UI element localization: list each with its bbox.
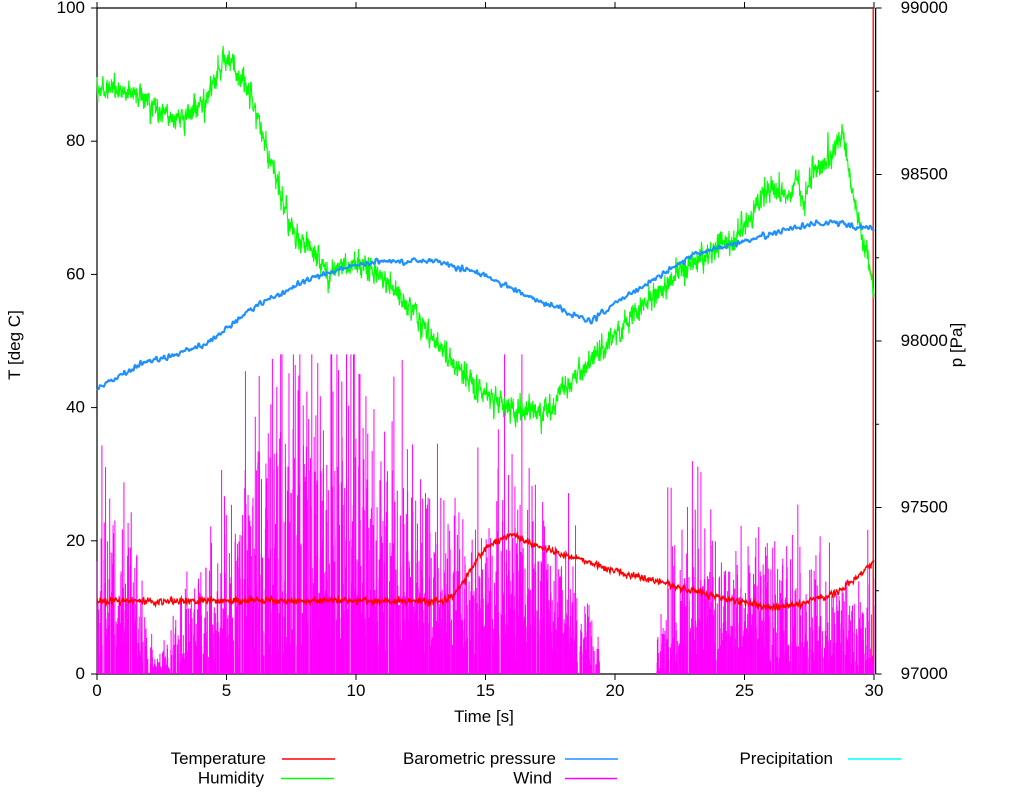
- svg-text:30: 30: [865, 681, 884, 700]
- svg-text:10: 10: [347, 681, 366, 700]
- svg-text:40: 40: [66, 398, 85, 417]
- svg-text:0: 0: [92, 681, 101, 700]
- svg-text:Time [s]: Time [s]: [454, 707, 514, 726]
- svg-text:98500: 98500: [901, 165, 948, 184]
- svg-text:97500: 97500: [901, 498, 948, 517]
- svg-text:5: 5: [222, 681, 231, 700]
- svg-text:97000: 97000: [901, 664, 948, 683]
- svg-text:20: 20: [606, 681, 625, 700]
- svg-text:25: 25: [735, 681, 754, 700]
- svg-text:Barometric pressure: Barometric pressure: [403, 749, 556, 768]
- svg-text:Precipitation: Precipitation: [739, 749, 833, 768]
- svg-text:15: 15: [476, 681, 495, 700]
- svg-text:100: 100: [57, 0, 85, 17]
- svg-text:Wind: Wind: [513, 769, 552, 788]
- svg-text:0: 0: [76, 664, 85, 683]
- svg-text:T [deg C]: T [deg C]: [5, 310, 24, 380]
- svg-text:Humidity: Humidity: [198, 769, 265, 788]
- svg-text:Temperature: Temperature: [171, 749, 266, 768]
- svg-text:60: 60: [66, 264, 85, 283]
- svg-text:80: 80: [66, 131, 85, 150]
- svg-text:98000: 98000: [901, 331, 948, 350]
- svg-text:p [Pa]: p [Pa]: [947, 323, 966, 367]
- svg-text:99000: 99000: [901, 0, 948, 17]
- svg-text:20: 20: [66, 531, 85, 550]
